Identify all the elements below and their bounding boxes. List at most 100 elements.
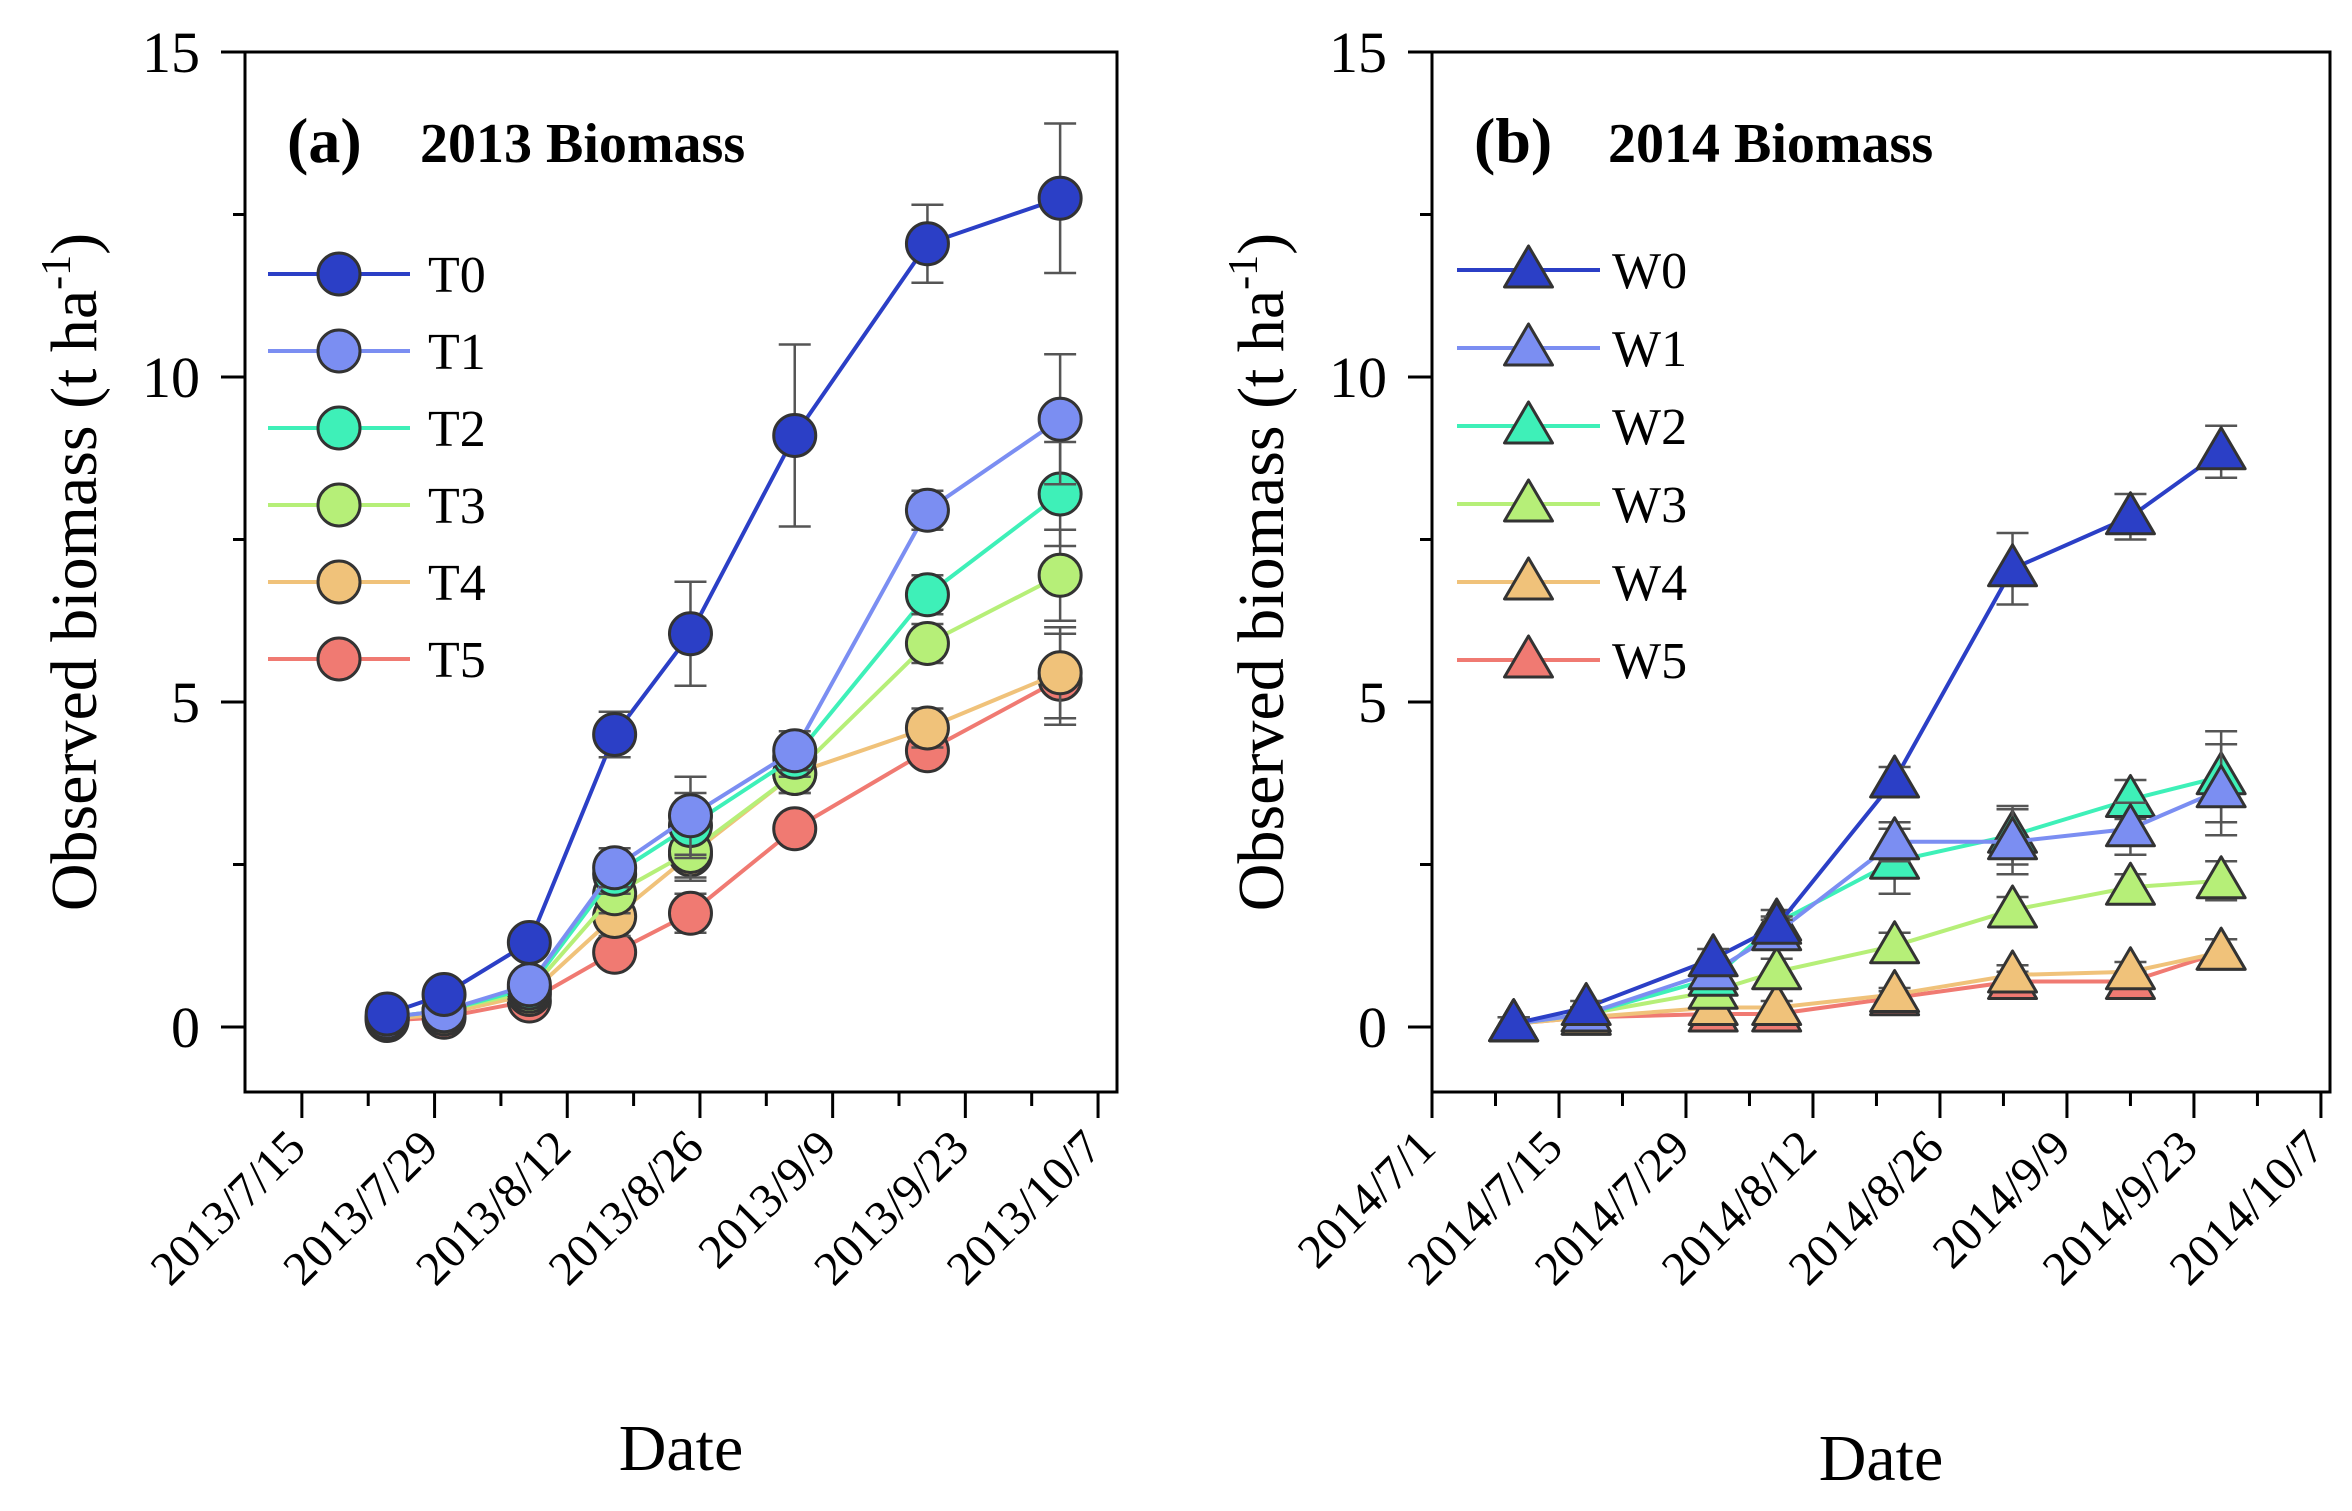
- legend-marker-W1: [1503, 322, 1554, 367]
- data-point-T1: [904, 487, 950, 533]
- y-tick-label: 15: [142, 20, 200, 85]
- legend-label-T0: T0: [428, 247, 486, 304]
- data-point-W4: [2195, 926, 2247, 971]
- plot-frame: [243, 50, 1119, 1094]
- data-point-T1: [506, 962, 552, 1008]
- series-line-W0: [1513, 450, 2223, 1026]
- legend-marker-T1: [316, 328, 362, 374]
- legend-marker-T4: [316, 559, 362, 605]
- legend-label-T5: T5: [428, 632, 486, 689]
- y-axis-title-main: Observed biomass (t ha: [38, 290, 111, 911]
- data-point-W4: [1987, 949, 2039, 994]
- data-point-W4: [1751, 982, 1803, 1026]
- legend-label-W4: W4: [1612, 555, 1687, 612]
- legend-marker-T5: [316, 636, 362, 682]
- x-axis-title: Date: [619, 1412, 744, 1485]
- legend-marker-W5: [1503, 634, 1554, 679]
- panel-b-2014-biomass: 0510152014/7/12014/7/152014/7/292014/8/1…: [1221, 20, 2335, 1495]
- legend-marker-W4: [1503, 556, 1554, 601]
- y-axis-title: Observed biomass (t ha-1): [1221, 233, 1298, 911]
- y-axis-title-close: ): [1225, 233, 1298, 255]
- y-axis-title-unit-exponent: -1: [1221, 255, 1267, 290]
- data-point-W3: [2104, 861, 2156, 906]
- legend-label-T4: T4: [428, 555, 486, 612]
- legend-marker-T0: [316, 251, 362, 297]
- data-point-W3: [2195, 855, 2247, 900]
- series-line-T0: [386, 196, 1061, 1016]
- data-point-W4: [1869, 969, 1921, 1013]
- y-tick-label: 5: [171, 670, 200, 735]
- series-line-W4: [1513, 950, 2222, 1026]
- data-point-T0: [772, 413, 818, 458]
- data-point-W3: [1751, 946, 1803, 991]
- panel-title: 2013 Biomass: [420, 113, 745, 175]
- data-point-W4: [2104, 946, 2156, 991]
- data-point-W1: [1987, 816, 2039, 861]
- legend: T0 T1 T2 T3 T4 T5: [268, 247, 486, 689]
- data-point-T1: [592, 845, 638, 891]
- data-point-W3: [1987, 884, 2039, 929]
- panel-tag: (a): [287, 105, 362, 176]
- legend: W0 W1 W2 W3 W4 W5: [1457, 243, 1687, 690]
- data-point-T4: [1037, 650, 1083, 696]
- data-point-T0: [904, 221, 950, 267]
- series-line-W3: [1513, 878, 2222, 1026]
- data-point-T5: [667, 890, 713, 936]
- panel-title: 2014 Biomass: [1608, 113, 1933, 175]
- y-tick-label: 0: [1358, 995, 1387, 1060]
- data-point-T0: [1037, 175, 1083, 221]
- plot-frame: [1430, 50, 2332, 1094]
- y-tick-label: 0: [171, 995, 200, 1060]
- legend-label-T3: T3: [428, 478, 486, 535]
- legend-label-W2: W2: [1612, 399, 1687, 456]
- y-tick-label: 10: [142, 345, 200, 410]
- legend-marker-W2: [1503, 400, 1554, 445]
- data-point-W1: [1869, 816, 1921, 861]
- panel-a-2013-biomass: 0510152013/7/152013/7/292013/8/122013/8/…: [34, 20, 1119, 1485]
- legend-marker-W3: [1503, 478, 1554, 523]
- data-point-W3: [1869, 920, 1921, 965]
- legend-label-T1: T1: [428, 324, 486, 381]
- data-point-T0: [592, 712, 638, 757]
- legend-marker-T2: [316, 405, 362, 451]
- data-point-T0: [506, 920, 552, 965]
- data-point-T1: [667, 793, 713, 839]
- y-tick-label: 10: [1329, 345, 1387, 410]
- data-point-W0: [1488, 998, 1540, 1043]
- series-line-T1: [386, 417, 1062, 1020]
- data-point-W1: [2104, 803, 2156, 848]
- y-axis-title-unit-exponent: -1: [34, 255, 80, 290]
- legend-label-W3: W3: [1612, 477, 1687, 534]
- panel-tag: (b): [1474, 105, 1552, 176]
- y-axis-title-main: Observed biomass (t ha: [1225, 290, 1298, 911]
- data-point-T1: [772, 728, 818, 774]
- legend-marker-W0: [1503, 244, 1554, 289]
- y-tick-label: 15: [1329, 20, 1387, 85]
- data-point-T3: [904, 621, 950, 666]
- data-point-W0: [1869, 754, 1921, 799]
- y-axis-title-close: ): [38, 233, 111, 255]
- data-point-W0: [1751, 900, 1803, 945]
- data-point-T5: [772, 806, 818, 852]
- data-point-T3: [1037, 552, 1083, 598]
- data-point-T0: [364, 991, 410, 1037]
- legend-label-W0: W0: [1612, 243, 1687, 300]
- data-point-W0: [2195, 426, 2247, 471]
- data-point-T0: [421, 972, 467, 1017]
- series-line-W1: [1513, 787, 2222, 1026]
- legend-marker-T3: [316, 482, 362, 528]
- data-point-W0: [1987, 543, 2039, 588]
- data-point-W0: [1560, 982, 1612, 1026]
- legend-label-W1: W1: [1612, 321, 1687, 378]
- legend-label-W5: W5: [1612, 633, 1687, 690]
- x-axis-title: Date: [1819, 1422, 1944, 1495]
- data-point-T2: [904, 572, 950, 618]
- y-tick-label: 5: [1358, 670, 1387, 735]
- data-point-T1: [1037, 396, 1083, 442]
- data-point-W1: [2195, 764, 2247, 809]
- data-point-W0: [1687, 933, 1739, 978]
- data-point-T4: [904, 705, 950, 751]
- data-point-T0: [667, 611, 713, 657]
- legend-label-T2: T2: [428, 401, 486, 458]
